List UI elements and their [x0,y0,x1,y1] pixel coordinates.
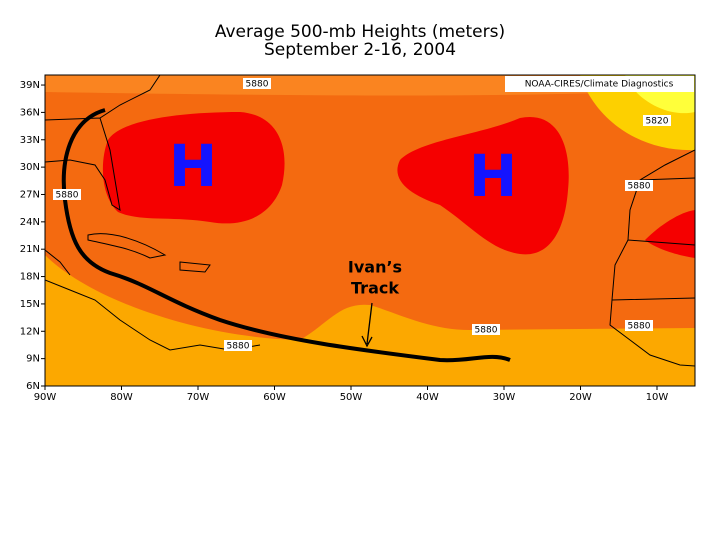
contour-label: 5880 [56,191,79,201]
lon-tick-label: 80W [110,392,133,403]
label-box [243,78,271,89]
lon-tick-label: 30W [493,392,516,403]
lat-tick-label: 6N [26,381,40,392]
lon-tick-label: 40W [416,392,439,403]
credit-box [505,76,694,92]
lat-tick-label: 15N [20,299,40,310]
lon-tick-label: 20W [569,392,592,403]
contour-label: 5820 [646,117,669,127]
lat-tick-label: 12N [20,326,40,337]
label-box [224,340,252,351]
lat-tick-label: 18N [20,272,40,283]
high-marker: H [169,132,218,200]
lat-tick-label: 39N [20,80,40,91]
lat-tick-label: 33N [20,135,40,146]
lat-tick-label: 9N [26,354,40,365]
annotation-arrow [361,302,373,348]
lon-tick-label: 90W [34,392,57,403]
lat-tick-label: 21N [20,244,40,255]
lon-tick-label: 50W [340,392,363,403]
contour-labels: 5880 5880 5880 5880 5880 5880 5820 [53,78,671,352]
lat-tick-label: 36N [20,107,40,118]
lat-tick-label: 30N [20,162,40,173]
axis-ticks: 6N 9N 12N 15N 18N 21N 24N 27N 30N 33N 36N 39N 90W 80W… [20,80,669,403]
high-east [397,116,569,255]
contour-label: 5880 [475,326,498,336]
contour-label: 5880 [227,342,250,352]
lon-tick-label: 60W [263,392,286,403]
high-africa [645,210,695,258]
coast-us [45,75,161,212]
credit: NOAA-CIRES/Climate Diagnostics [525,80,674,90]
label-box [625,320,653,331]
label-box [472,324,500,335]
label-box [53,189,81,200]
lon-tick-label: 10W [646,392,669,403]
annotation: Track [351,279,399,298]
map [45,75,695,386]
high-west [102,112,285,224]
label-box [643,115,671,126]
label-box [625,180,653,191]
high-marker: H [469,142,518,210]
coast-caribbean [45,233,261,351]
title: Average 500-mb Heights (meters) [215,22,505,42]
lon-tick-label: 70W [187,392,210,403]
contour-label: 5880 [628,322,651,332]
contour-label: 5880 [628,182,651,192]
map-frame [44,74,696,387]
coast-africa [609,149,695,367]
lat-tick-label: 24N [20,217,40,228]
annotation: Ivan’s [348,258,402,277]
subtitle: September 2-16, 2004 [264,40,456,60]
contour-label: 5880 [246,80,269,90]
lat-tick-label: 27N [20,189,40,200]
